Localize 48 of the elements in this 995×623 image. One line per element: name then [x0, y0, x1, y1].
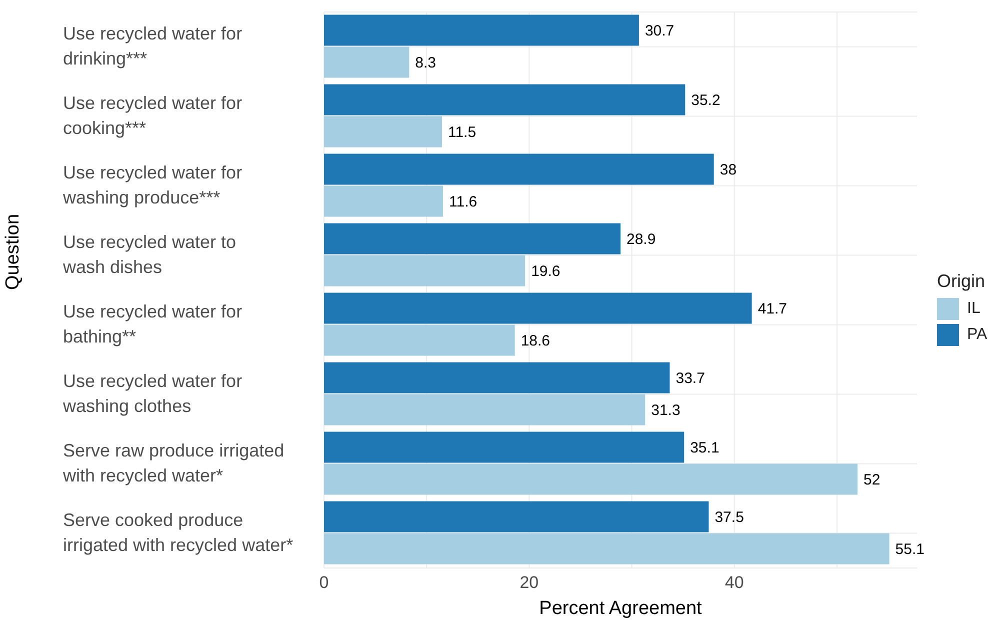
bar — [324, 116, 442, 148]
bar — [324, 223, 620, 254]
data-label: 38 — [720, 162, 737, 179]
data-label: 35.1 — [690, 440, 720, 457]
data-label: 33.7 — [676, 370, 705, 388]
x-tick-label: 40 — [724, 573, 744, 592]
bar — [324, 255, 526, 286]
bar — [324, 84, 686, 116]
data-label: 30.7 — [644, 22, 674, 40]
legend-label: PA — [967, 326, 988, 344]
bar — [324, 362, 670, 394]
y-tick-label: Serve cooked produce irrigated with recycled water* — [63, 510, 294, 554]
y-tick-label: Use recycled water for bathing** — [63, 301, 242, 346]
bar — [324, 464, 858, 495]
y-tick-label: Use recycled water for drinking*** — [63, 23, 242, 68]
data-label: 19.6 — [531, 263, 560, 280]
data-label: 55.1 — [895, 541, 924, 558]
data-label: 31.3 — [651, 402, 680, 420]
bar — [324, 432, 684, 463]
data-label: 18.6 — [520, 332, 550, 350]
data-label: 41.7 — [758, 300, 788, 318]
bar — [324, 154, 714, 185]
bar — [324, 394, 646, 426]
legend-title: Origin — [937, 270, 986, 292]
y-tick-label: Use recycled water to wash dishes — [62, 232, 236, 276]
y-tick-label: Use recycled water for cooking*** — [63, 92, 242, 138]
data-label: 28.9 — [626, 231, 656, 248]
x-tick-label: 20 — [520, 573, 539, 592]
x-axis-title: Percent Agreement — [539, 598, 703, 619]
data-label: 37.5 — [714, 509, 744, 526]
bar — [324, 14, 639, 46]
data-label: 35.2 — [691, 92, 720, 110]
x-tick-label: 0 — [319, 573, 329, 592]
bar — [324, 186, 444, 217]
data-label: 8.3 — [415, 54, 436, 72]
legend-label: IL — [967, 300, 980, 318]
data-label: 11.6 — [449, 194, 478, 211]
bar — [324, 46, 410, 78]
y-axis-title: Question — [2, 214, 24, 290]
data-label: 11.5 — [448, 124, 476, 142]
data-label: 52 — [863, 472, 880, 489]
bar — [324, 533, 890, 564]
y-tick-label: Serve raw produce irrigated with recycled water* — [62, 440, 284, 485]
bar — [324, 292, 752, 324]
bar — [324, 501, 709, 532]
y-tick-label: Use recycled water for washing produce*** — [62, 162, 242, 207]
bar — [324, 324, 515, 356]
y-tick-label: Use recycled water for washing clothes — [62, 370, 242, 416]
